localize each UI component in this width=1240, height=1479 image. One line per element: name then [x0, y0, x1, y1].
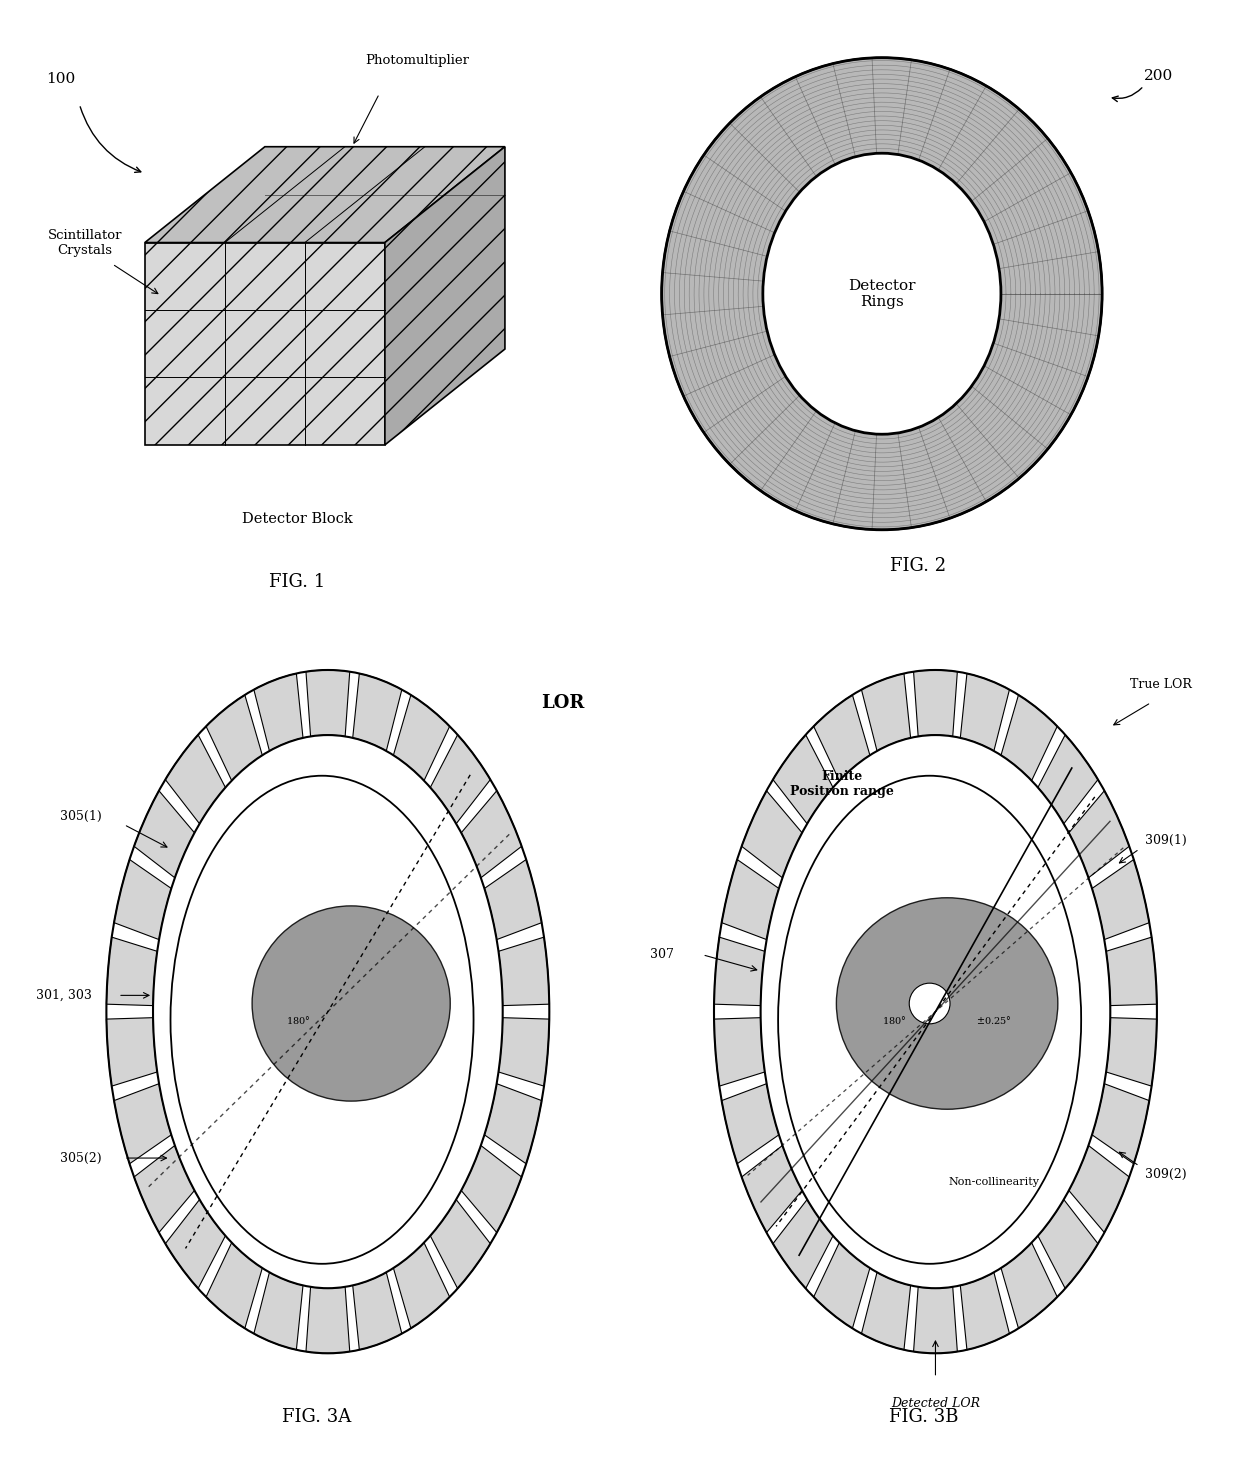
Text: $\pm$0.25$\degree$: $\pm$0.25$\degree$ — [976, 1013, 1012, 1026]
Polygon shape — [165, 735, 226, 824]
Text: Detector Block: Detector Block — [242, 512, 353, 527]
Polygon shape — [461, 791, 522, 879]
Text: 100: 100 — [47, 72, 76, 86]
Polygon shape — [773, 735, 833, 824]
Polygon shape — [1038, 735, 1097, 824]
Ellipse shape — [252, 905, 450, 1100]
Text: 309(2): 309(2) — [1146, 1168, 1187, 1180]
Polygon shape — [352, 1272, 402, 1350]
Text: Detected LOR: Detected LOR — [892, 1398, 980, 1411]
Polygon shape — [352, 673, 402, 751]
Polygon shape — [306, 670, 350, 737]
Polygon shape — [393, 695, 450, 781]
Ellipse shape — [763, 154, 1001, 435]
Polygon shape — [960, 673, 1009, 751]
Text: Photomultiplier: Photomultiplier — [366, 53, 470, 67]
Polygon shape — [206, 1242, 263, 1328]
Ellipse shape — [107, 670, 549, 1353]
Polygon shape — [165, 1199, 226, 1288]
Polygon shape — [960, 1272, 1009, 1350]
Polygon shape — [461, 1145, 522, 1232]
Polygon shape — [107, 938, 157, 1006]
Polygon shape — [306, 1287, 350, 1353]
Polygon shape — [430, 735, 490, 824]
Polygon shape — [384, 146, 505, 445]
Text: FIG. 3B: FIG. 3B — [889, 1408, 959, 1426]
Text: 200: 200 — [1145, 70, 1173, 83]
Polygon shape — [254, 673, 303, 751]
Polygon shape — [722, 859, 779, 939]
Text: Non-collinearity: Non-collinearity — [949, 1177, 1039, 1188]
Text: 309(1): 309(1) — [1146, 834, 1187, 847]
Polygon shape — [862, 1272, 910, 1350]
Polygon shape — [254, 1272, 303, 1350]
Polygon shape — [813, 1242, 870, 1328]
Polygon shape — [1092, 1084, 1149, 1164]
Polygon shape — [914, 1287, 957, 1353]
Polygon shape — [1069, 1145, 1130, 1232]
Polygon shape — [107, 1018, 157, 1086]
Text: 180$\degree$: 180$\degree$ — [883, 1013, 906, 1026]
Polygon shape — [498, 1018, 549, 1086]
Polygon shape — [393, 1242, 450, 1328]
Polygon shape — [114, 1084, 171, 1164]
Polygon shape — [862, 673, 910, 751]
Text: 180$\degree$: 180$\degree$ — [286, 1013, 311, 1026]
Polygon shape — [742, 1145, 802, 1232]
Ellipse shape — [714, 670, 1157, 1353]
Polygon shape — [485, 859, 542, 939]
Text: LOR: LOR — [541, 694, 584, 711]
Text: 305(2): 305(2) — [60, 1152, 102, 1164]
Polygon shape — [1001, 695, 1058, 781]
Polygon shape — [1106, 938, 1157, 1006]
Polygon shape — [1069, 791, 1130, 879]
Text: FIG. 3A: FIG. 3A — [281, 1408, 351, 1426]
Ellipse shape — [662, 58, 1102, 529]
Ellipse shape — [760, 735, 1110, 1288]
Polygon shape — [1038, 1199, 1097, 1288]
Polygon shape — [914, 670, 957, 737]
Polygon shape — [1106, 1018, 1157, 1086]
Ellipse shape — [909, 984, 950, 1023]
Text: 301, 303: 301, 303 — [36, 989, 92, 1001]
Polygon shape — [430, 1199, 490, 1288]
Text: Detector
Rings: Detector Rings — [848, 278, 915, 309]
Polygon shape — [722, 1084, 779, 1164]
Text: FIG. 2: FIG. 2 — [889, 556, 946, 575]
Polygon shape — [134, 791, 195, 879]
Text: Finite
Positron range: Finite Positron range — [790, 771, 894, 797]
Polygon shape — [114, 859, 171, 939]
Polygon shape — [714, 938, 765, 1006]
Text: 307: 307 — [650, 948, 673, 961]
Polygon shape — [145, 243, 384, 445]
Text: Scintillator
Crystals: Scintillator Crystals — [47, 229, 122, 256]
Text: True LOR: True LOR — [1130, 677, 1192, 691]
Polygon shape — [134, 1145, 195, 1232]
Text: FIG. 1: FIG. 1 — [269, 572, 326, 590]
Polygon shape — [206, 695, 263, 781]
Polygon shape — [714, 1018, 765, 1086]
Polygon shape — [1092, 859, 1149, 939]
Polygon shape — [498, 938, 549, 1006]
Polygon shape — [742, 791, 802, 879]
Polygon shape — [485, 1084, 542, 1164]
Polygon shape — [773, 1199, 833, 1288]
Polygon shape — [1001, 1242, 1058, 1328]
Polygon shape — [813, 695, 870, 781]
Text: 305(1): 305(1) — [60, 810, 102, 822]
Polygon shape — [145, 146, 505, 243]
Ellipse shape — [837, 898, 1058, 1109]
Ellipse shape — [153, 735, 502, 1288]
